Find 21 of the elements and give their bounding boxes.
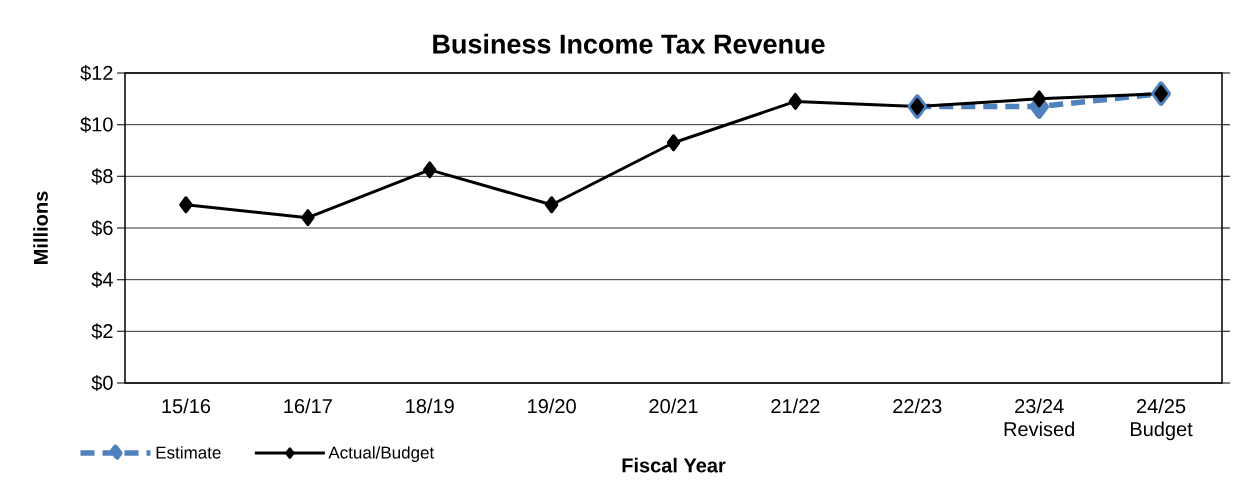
x-tick-label: 23/24 Revised: [1004, 398, 1074, 437]
y-tick-label: $0: [91, 374, 113, 392]
y-tick-label: $6: [91, 219, 113, 237]
x-tick-label: 20/21: [649, 398, 698, 414]
y-tick-label: $4: [91, 271, 113, 288]
legend-label: Actual/Budget: [328, 446, 435, 462]
x-tick-label: 18/19: [406, 398, 454, 414]
x-tick-label: 21/22: [771, 398, 820, 414]
y-tick-label: $10: [80, 116, 113, 133]
legend-label: Estimate: [156, 446, 221, 459]
x-tick-label: 24/25 Budget: [1131, 398, 1193, 441]
chart-title: Business Income Tax Revenue: [433, 33, 825, 54]
x-tick-label: 19/20: [528, 398, 576, 414]
y-tick-label: $2: [91, 323, 113, 340]
y-tick-label: $12: [80, 64, 113, 82]
y-axis-title: Millions: [33, 191, 48, 264]
x-tick-label: 22/23: [893, 398, 942, 414]
x-axis-title: Fiscal Year: [622, 457, 726, 473]
x-tick-label: 16/17: [284, 398, 332, 414]
x-tick-label: 15/16: [162, 398, 211, 414]
y-tick-label: $8: [91, 168, 113, 185]
